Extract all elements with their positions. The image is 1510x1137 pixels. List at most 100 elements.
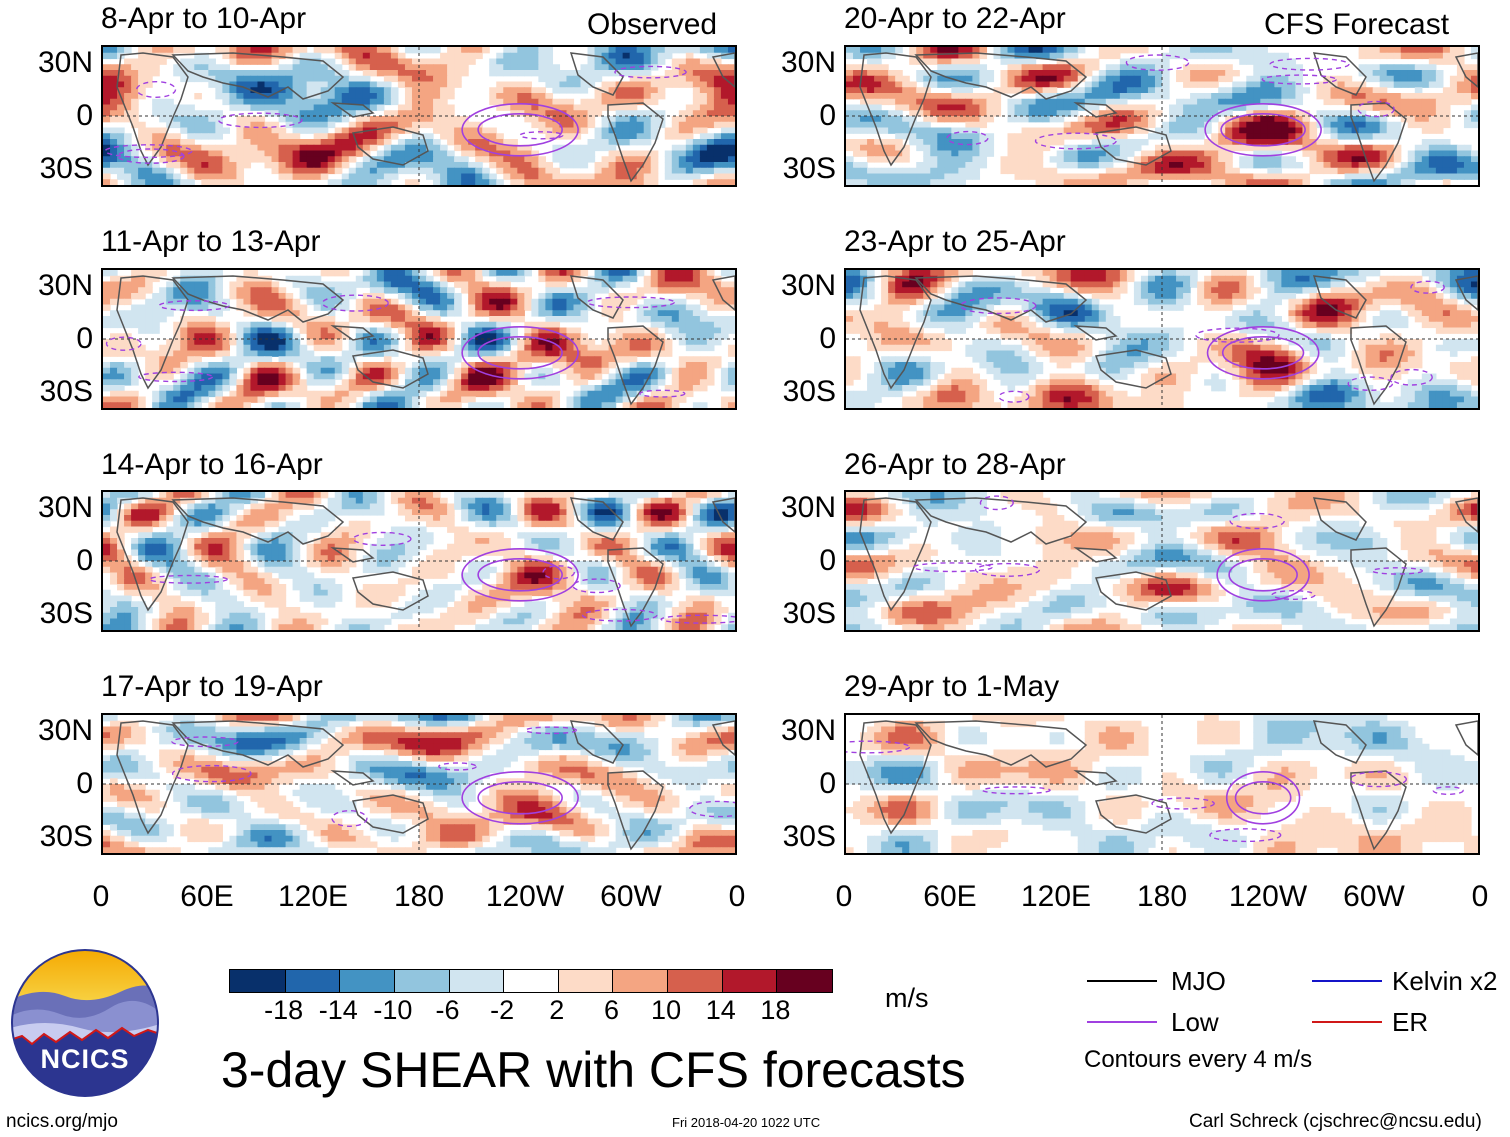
low-contour: [1225, 771, 1301, 825]
y-tick-label: 30N: [37, 45, 93, 79]
coastline: [171, 720, 345, 768]
low-contour-dashed: [1151, 797, 1215, 810]
low-contour: [461, 103, 579, 157]
legend-swatch-kelvin: [1312, 980, 1382, 982]
colorbar-box: [448, 970, 505, 992]
low-contour-dashed: [946, 130, 989, 146]
coastline: [1312, 275, 1367, 319]
colorbar-box: [284, 970, 341, 992]
coastline: [1454, 720, 1478, 756]
colorbar-box: [557, 970, 614, 992]
coastline: [607, 102, 664, 183]
colorbar: [229, 969, 833, 993]
y-tick-label: 30S: [39, 820, 93, 854]
y-tick-label: 30S: [782, 597, 836, 631]
map-panel-11apr: [101, 268, 737, 410]
y-tick-label: 30N: [780, 268, 836, 302]
coastline: [351, 126, 429, 166]
colorbar-tick-label: 14: [705, 995, 736, 1025]
ncics-logo: NCICS: [10, 948, 160, 1098]
low-contour-dashed: [1195, 327, 1280, 343]
colorbar-tick-label: 6: [603, 995, 619, 1025]
low-contour-dashed: [974, 562, 1041, 577]
low-contour: [477, 336, 563, 370]
main-title: 3-day SHEAR with CFS forecasts: [221, 1042, 966, 1098]
low-contour-dashed: [1271, 589, 1316, 600]
coastline: [351, 571, 429, 611]
y-tick-label: 0: [819, 767, 836, 800]
low-contour-dashed: [105, 336, 142, 351]
coastline: [1312, 52, 1367, 96]
low-contour-dashed: [1347, 376, 1394, 391]
coastline: [1094, 126, 1172, 166]
coastline: [914, 275, 1088, 323]
observed-label: Observed: [587, 8, 718, 41]
coastline: [1094, 794, 1172, 834]
legend-swatch-low: [1087, 1021, 1157, 1023]
y-tick-label: 30S: [782, 820, 836, 854]
coastline: [1350, 325, 1407, 406]
low-contour-dashed: [660, 614, 735, 624]
colorbar-tick-label: 2: [549, 995, 565, 1025]
x-tick-label: 60E: [180, 880, 234, 913]
forecast-label: CFS Forecast: [1264, 8, 1450, 41]
y-tick-label: 0: [76, 322, 93, 355]
low-contour-dashed: [524, 726, 578, 735]
shear-field: [103, 270, 735, 408]
legend-label-mjo: MJO: [1171, 966, 1226, 996]
low-contour-dashed: [614, 65, 687, 79]
low-contour-dashed: [1432, 786, 1464, 796]
shear-field: [846, 492, 1478, 630]
logo-text: NCICS: [40, 1044, 130, 1074]
map-panel-23apr: [844, 268, 1480, 410]
map-panel-14apr: [101, 490, 737, 632]
low-contour-dashed: [688, 800, 735, 818]
coastline: [1454, 52, 1478, 88]
map-panel-20apr: [844, 45, 1480, 187]
low-contour-dashed: [117, 148, 185, 164]
shear-field: [846, 270, 1478, 408]
x-tick-label: 60W: [1343, 880, 1405, 913]
coastline: [607, 770, 664, 851]
low-contour: [1216, 548, 1310, 602]
colorbar-tick-label: -14: [318, 995, 358, 1025]
low-contour-dashed: [1371, 567, 1424, 575]
coastline: [914, 720, 1088, 768]
coastline: [914, 497, 1088, 545]
coastline: [607, 325, 664, 406]
panel-title-8: 29-Apr to 1-May: [844, 670, 1060, 703]
coastline: [330, 547, 375, 563]
colorbar-box: [612, 970, 669, 992]
low-contour-dashed: [959, 297, 1037, 315]
x-tick-label: 120E: [277, 880, 349, 913]
coastline: [859, 52, 932, 167]
coastline: [351, 349, 429, 389]
coastline: [1454, 275, 1478, 311]
coastline: [116, 720, 189, 835]
colorbar-tick-label: -6: [435, 995, 460, 1025]
y-tick-label: 0: [819, 99, 836, 132]
coastline: [859, 275, 932, 390]
site-link[interactable]: ncics.org/mjo: [6, 1111, 118, 1132]
x-tick-label: 120W: [485, 880, 565, 913]
map-panel-26apr: [844, 490, 1480, 632]
coastline: [1073, 102, 1118, 118]
low-contour-dashed: [1209, 828, 1282, 843]
coastline: [1073, 770, 1118, 786]
colorbar-tick-label: 18: [760, 995, 791, 1025]
low-contour-dashed: [979, 495, 1014, 511]
low-contour-dashed: [981, 786, 1051, 795]
y-tick-label: 30N: [37, 268, 93, 302]
low-contour-dashed: [1034, 132, 1117, 150]
low-contour-dashed: [352, 531, 412, 547]
low-contour: [461, 548, 579, 602]
colorbar-tick-label: 10: [651, 995, 682, 1025]
coastline: [116, 497, 189, 612]
coastline: [1312, 497, 1367, 541]
legend: MJO Kelvin x2 Low ER Contours every 4 m/…: [1084, 966, 1498, 1076]
low-contour-dashed: [846, 740, 911, 754]
coastline: [330, 770, 375, 786]
low-contour: [1206, 326, 1320, 380]
low-contour-dashed: [438, 762, 477, 771]
colorbar-box: [503, 970, 559, 992]
